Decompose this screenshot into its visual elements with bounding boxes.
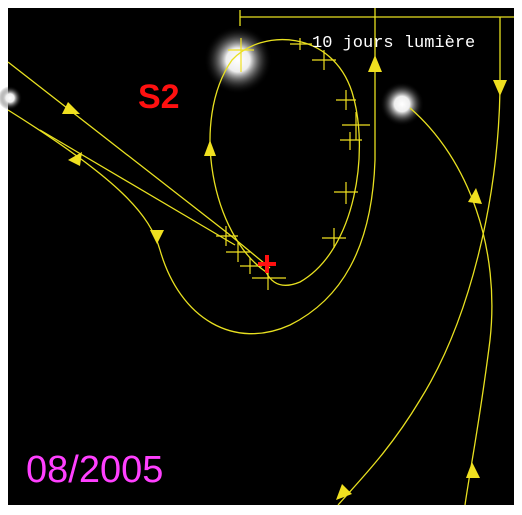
orbit-diagram: 10 jours lumière S2 08/2005	[0, 0, 522, 515]
star-glow	[380, 82, 424, 126]
star-label: S2	[138, 78, 180, 116]
date-label: 08/2005	[26, 449, 163, 491]
star-glow	[204, 26, 272, 94]
scale-label: 10 jours lumière	[312, 34, 475, 53]
page: 10 jours lumière S2 08/2005 (() => { con…	[0, 0, 522, 515]
